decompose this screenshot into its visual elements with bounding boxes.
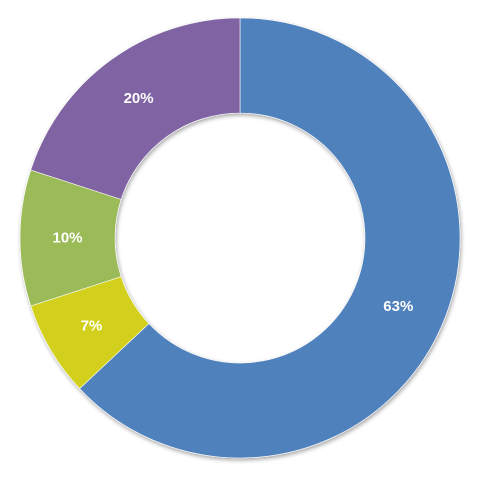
slice-label-1: 7% [81, 317, 103, 334]
donut-slice-0 [79, 17, 461, 459]
slice-label-2: 10% [52, 230, 82, 247]
slices-group [19, 17, 461, 459]
donut-slice-3 [30, 17, 241, 200]
slice-label-0: 63% [383, 298, 413, 315]
slice-label-3: 20% [124, 90, 154, 107]
labels-group: 63% 7% 10% 20% [52, 90, 413, 334]
